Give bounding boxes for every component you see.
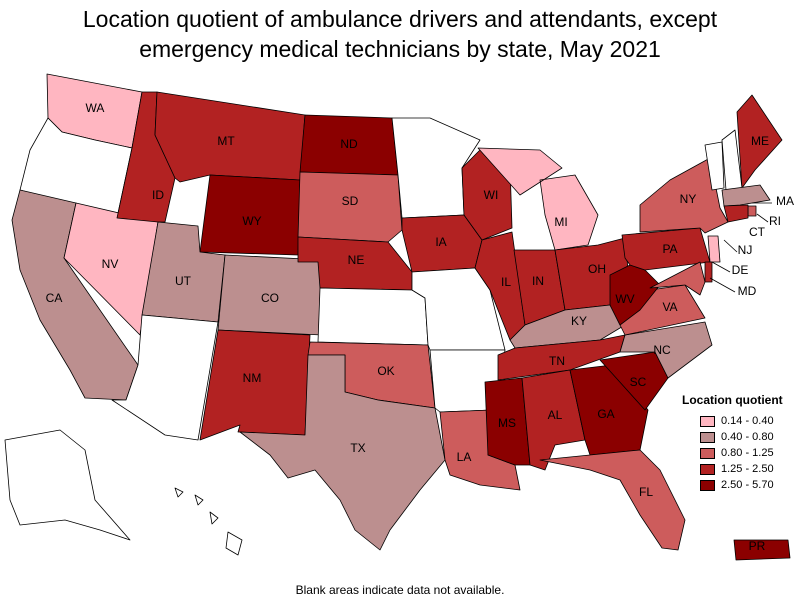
state-label-il: IL <box>501 275 511 289</box>
state-label-ne: NE <box>348 253 365 267</box>
legend-range: 0.40 - 0.80 <box>721 431 774 443</box>
state-label-ia: IA <box>435 235 446 249</box>
state-nm <box>199 329 311 441</box>
state-sd <box>297 171 403 243</box>
title-line-2: emergency medical technicians by state, … <box>139 36 661 62</box>
state-label-la: LA <box>457 450 472 464</box>
legend-range: 0.80 - 1.25 <box>721 447 774 459</box>
state-label-ok: OK <box>377 364 394 378</box>
state-me <box>736 94 783 189</box>
legend-swatch <box>700 447 715 459</box>
state-label-mt: MT <box>217 134 235 148</box>
legend-item: 1.25 - 2.50 <box>682 461 800 477</box>
state-label-wa: WA <box>86 101 105 115</box>
state-ks <box>317 287 429 346</box>
state-fl <box>539 449 686 551</box>
legend-item: 0.14 - 0.40 <box>682 413 800 429</box>
state-label-wv: WV <box>615 292 634 306</box>
state-label-nj: NJ <box>738 243 753 257</box>
state-label-ri: RI <box>769 214 781 228</box>
legend: Location quotient 0.14 - 0.40 0.40 - 0.80… <box>682 393 800 493</box>
state-label-ct: CT <box>749 225 766 239</box>
state-label-va: VA <box>662 300 677 314</box>
state-label-id: ID <box>152 188 164 202</box>
state-ms <box>484 377 531 466</box>
state-label-co: CO <box>261 291 279 305</box>
state-hi <box>174 487 243 556</box>
state-label-sc: SC <box>630 375 647 389</box>
state-label-nm: NM <box>243 371 262 385</box>
state-md <box>649 261 706 296</box>
state-nj <box>707 235 721 263</box>
state-label-ma: MA <box>776 194 794 208</box>
state-label-ga: GA <box>597 407 614 421</box>
state-ct <box>723 204 749 223</box>
state-label-tn: TN <box>549 354 565 368</box>
state-ak <box>4 429 131 541</box>
state-label-ky: KY <box>571 314 587 328</box>
state-mi <box>477 147 599 251</box>
legend-range: 0.14 - 0.40 <box>721 415 774 427</box>
state-label-nc: NC <box>653 343 671 357</box>
state-ri <box>747 205 757 217</box>
legend-title: Location quotient <box>682 393 783 407</box>
state-label-fl: FL <box>639 485 653 499</box>
state-label-ca: CA <box>46 291 63 305</box>
state-label-me: ME <box>751 134 769 148</box>
legend-item: 0.80 - 1.25 <box>682 445 800 461</box>
legend-swatch <box>700 463 715 475</box>
legend-item: 2.50 - 5.70 <box>682 477 800 493</box>
map-title: Location quotient of ambulance drivers a… <box>0 4 800 64</box>
state-label-oh: OH <box>588 262 606 276</box>
legend-swatch <box>700 431 715 443</box>
state-label-ms: MS <box>498 416 516 430</box>
legend-swatch <box>700 415 715 427</box>
state-de <box>704 261 713 283</box>
legend-item: 0.40 - 0.80 <box>682 429 800 445</box>
state-label-ut: UT <box>175 274 192 288</box>
state-ma <box>721 184 771 207</box>
state-label-nv: NV <box>102 257 119 271</box>
state-tx <box>239 354 446 551</box>
state-label-sd: SD <box>342 194 359 208</box>
state-label-in: IN <box>532 274 544 288</box>
state-label-pr: PR <box>749 539 766 553</box>
legend-range: 1.25 - 2.50 <box>721 463 774 475</box>
state-label-de: DE <box>732 263 749 277</box>
state-label-tx: TX <box>350 441 365 455</box>
state-az <box>111 314 219 441</box>
state-label-pa: PA <box>662 242 677 256</box>
state-label-md: MD <box>738 284 757 298</box>
title-line-1: Location quotient of ambulance drivers a… <box>82 6 718 32</box>
state-label-mi: MI <box>554 215 567 229</box>
state-label-wy: WY <box>242 214 261 228</box>
state-label-nd: ND <box>340 137 358 151</box>
state-label-wi: WI <box>484 188 499 202</box>
state-pr <box>733 539 791 561</box>
state-label-ny: NY <box>680 192 697 206</box>
state-label-al: AL <box>548 408 563 422</box>
legend-range: 2.50 - 5.70 <box>721 479 774 491</box>
legend-swatch <box>700 479 715 491</box>
state-vt <box>704 141 725 191</box>
footnote: Blank areas indicate data not available. <box>295 583 505 597</box>
